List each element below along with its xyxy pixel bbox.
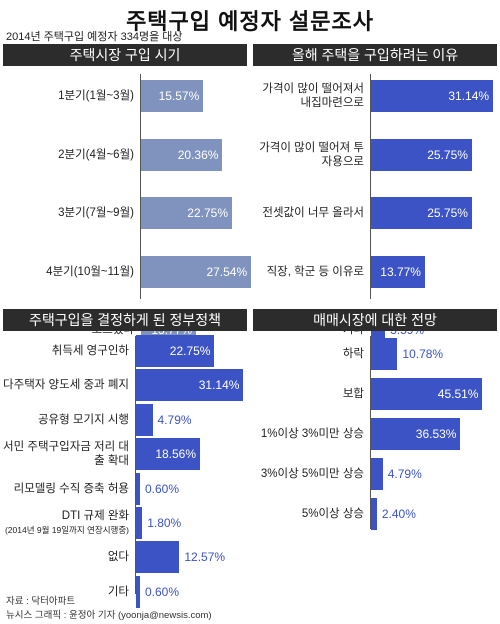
category-label: 보합 xyxy=(342,388,364,400)
bar xyxy=(136,575,140,608)
data-label: 1.80% xyxy=(147,516,182,530)
bar xyxy=(371,498,377,530)
data-label: 13.77% xyxy=(380,264,421,279)
bar xyxy=(371,138,472,171)
bar xyxy=(136,403,153,436)
bar xyxy=(371,418,461,450)
data-label: 22.75% xyxy=(169,344,211,358)
bar xyxy=(371,378,483,410)
data-label: 27.54% xyxy=(206,264,248,279)
category-label: 직장, 학군 등 이유로 xyxy=(266,265,364,278)
category-label: 3%이상 5%미만 상승 xyxy=(260,468,364,480)
category-axis xyxy=(370,336,371,529)
category-label: 2분기(4월~6월) xyxy=(58,148,134,161)
category-label: 없다 xyxy=(107,551,129,564)
category-label: 취득세 영구인하 xyxy=(51,345,129,357)
data-label: 4.79% xyxy=(387,467,422,481)
chart-panel-1: 주택시장 구입 시기 1분기(1월~3월) 15.57% 2분기(4월~6월) 20.3… xyxy=(3,44,252,346)
data-label: 36.53% xyxy=(415,427,457,441)
bar xyxy=(136,507,143,539)
data-label: 31.14% xyxy=(448,89,490,103)
category-label: 1%이상 3%미만 상승 xyxy=(260,428,364,440)
data-label: 20.36% xyxy=(177,147,219,162)
category-axis xyxy=(135,336,136,594)
category-label: 공유형 모기지 시행 xyxy=(37,413,129,426)
chart-title: 올해 주택을 구입하려는 이유 xyxy=(253,44,497,66)
category-label: 서민 주택구입자금 저리 대출 확대 xyxy=(3,441,129,468)
bar xyxy=(136,438,201,471)
page-title: 주택구입 예정자 설문조사 xyxy=(126,9,374,34)
data-label: 0.60% xyxy=(145,584,180,599)
bar xyxy=(141,138,223,171)
category-label: 하락 xyxy=(342,348,364,360)
bar xyxy=(371,197,472,229)
data-label: 18.56% xyxy=(155,447,197,462)
bar xyxy=(371,458,383,490)
category-label: 1분기(1월~3월) xyxy=(58,90,134,102)
category-label: 4분기(10월~11월) xyxy=(46,265,134,278)
category-label: 전셋값이 너무 올라서 xyxy=(262,207,364,219)
bar xyxy=(141,197,232,229)
credit-note: 뉴시스 그래픽 : 윤정아 기자 (yoonja@newsis.com) xyxy=(6,610,212,621)
bar xyxy=(136,335,215,367)
page-subtitle: 2014년 주택구입 예정자 334명을 대상 xyxy=(6,31,183,43)
category-axis xyxy=(370,74,371,299)
data-label: 31.14% xyxy=(198,378,240,393)
chart-title: 매매시장에 대한 전망 xyxy=(253,309,497,331)
data-label: 25.75% xyxy=(427,147,468,162)
category-label: 가격이 많이 떨어져 투자용으로 xyxy=(259,141,364,168)
bar xyxy=(136,472,140,505)
category-label: 기타 xyxy=(107,585,129,598)
bar xyxy=(136,369,244,402)
data-label: 22.75% xyxy=(187,206,228,220)
chart-title: 주택시장 구입 시기 xyxy=(3,44,247,66)
category-label: 가격이 많이 떨어져서 내집마련으로 xyxy=(262,83,364,109)
bar xyxy=(371,255,425,288)
source-note: 자료 : 닥터아파트 xyxy=(6,596,76,607)
category-label: 3분기(7월~9월) xyxy=(58,207,134,219)
data-label: 2.40% xyxy=(381,507,416,521)
bar xyxy=(136,541,180,574)
bar xyxy=(141,80,204,112)
data-label: 12.57% xyxy=(184,550,226,565)
category-label: 다주택자 양도세 중과 폐지 xyxy=(3,379,129,392)
data-label: 45.51% xyxy=(437,387,479,401)
bar xyxy=(371,338,398,370)
data-label: 10.78% xyxy=(402,347,444,361)
category-label: 5%이상 상승 xyxy=(301,508,364,520)
category-label: DTI 규제 완화 (2014년 9월 19일까지 연장시행중) xyxy=(4,510,129,535)
data-label: 25.75% xyxy=(427,206,468,220)
bar xyxy=(141,255,252,288)
data-label: 0.60% xyxy=(145,481,180,496)
category-axis xyxy=(140,74,141,299)
chart-title: 주택구입을 결정하게 된 정부정책 xyxy=(3,309,247,331)
data-label: 4.79% xyxy=(157,412,192,427)
category-label: 리모델링 수직 증축 허용 xyxy=(13,482,129,495)
bar xyxy=(371,80,494,112)
data-label: 15.57% xyxy=(158,89,200,103)
